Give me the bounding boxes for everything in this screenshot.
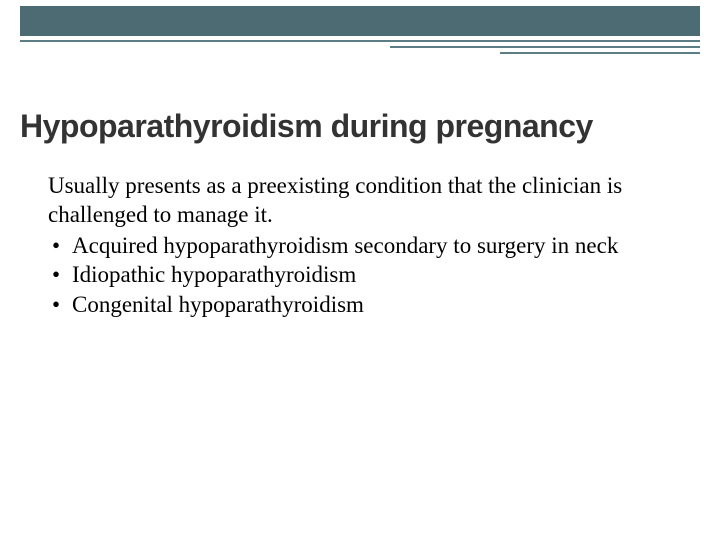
- slide-body: Usually presents as a preexisting condit…: [48, 172, 668, 321]
- intro-text: Usually presents as a preexisting condit…: [48, 172, 668, 230]
- list-item: Acquired hypoparathyroidism secondary to…: [48, 232, 668, 261]
- header-rule-mid: [390, 46, 700, 48]
- bullet-list: Acquired hypoparathyroidism secondary to…: [48, 232, 668, 320]
- header-band-fill: [20, 6, 700, 36]
- list-item: Congenital hypoparathyroidism: [48, 291, 668, 320]
- list-item: Idiopathic hypoparathyroidism: [48, 261, 668, 290]
- header-rule-short: [500, 52, 700, 54]
- slide-title: Hypoparathyroidism during pregnancy: [20, 108, 700, 145]
- header-band: [0, 0, 720, 48]
- header-rule-long: [20, 40, 700, 42]
